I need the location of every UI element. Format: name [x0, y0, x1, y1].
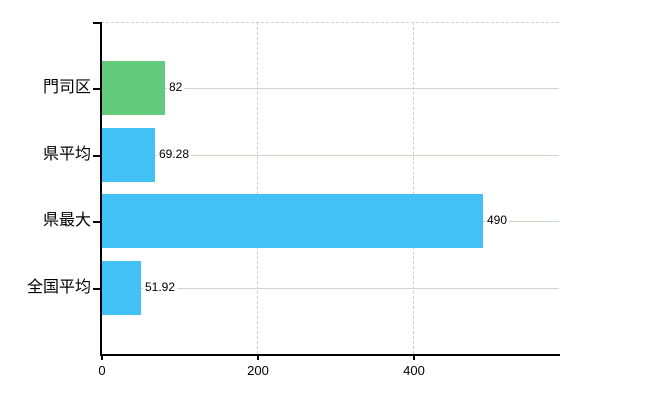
x-axis-tick-label: 400 — [403, 363, 425, 378]
category-label: 県平均 — [42, 146, 91, 163]
bar-県平均 — [102, 128, 155, 182]
plot-top-border — [101, 22, 559, 23]
x-axis-line — [100, 354, 560, 356]
vertical-gridline — [257, 22, 258, 354]
value-label: 51.92 — [143, 280, 178, 294]
x-axis-tick-label: 0 — [98, 363, 106, 378]
value-label: 69.28 — [157, 147, 192, 161]
y-axis-category-tick — [93, 288, 101, 290]
horizontal-gridline — [101, 288, 559, 289]
x-axis-tick — [413, 354, 415, 360]
category-label: 門司区 — [42, 79, 91, 96]
bar-門司区 — [102, 61, 165, 115]
y-axis-line — [100, 22, 102, 355]
vertical-gridline — [413, 22, 414, 354]
value-label: 490 — [485, 213, 510, 227]
category-label: 全国平均 — [26, 279, 91, 296]
horizontal-gridline — [101, 88, 559, 89]
x-axis-tick — [257, 354, 259, 360]
x-axis-tick-label: 200 — [247, 363, 269, 378]
y-axis-category-tick — [93, 88, 101, 90]
y-axis-category-tick — [93, 221, 101, 223]
x-axis-tick — [101, 354, 103, 360]
value-label: 82 — [167, 80, 185, 94]
horizontal-gridline — [101, 155, 559, 156]
category-label: 県最大 — [42, 212, 91, 229]
bar-全国平均 — [102, 261, 141, 315]
bar-県最大 — [102, 194, 483, 248]
y-axis-top-tick — [93, 22, 101, 24]
y-axis-category-tick — [93, 155, 101, 157]
